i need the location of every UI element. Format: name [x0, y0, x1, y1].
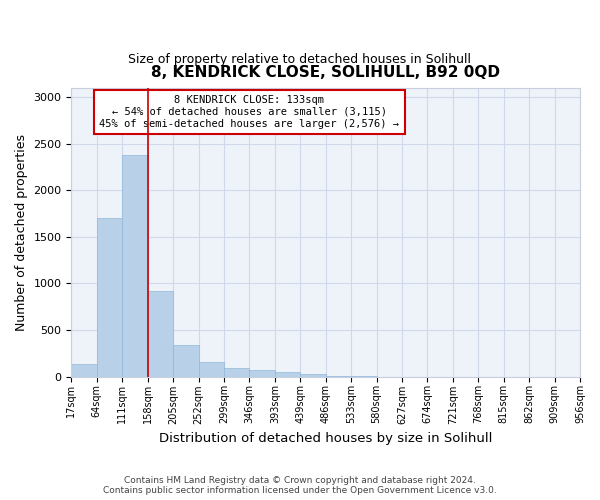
- Title: 8, KENDRICK CLOSE, SOLIHULL, B92 0QD: 8, KENDRICK CLOSE, SOLIHULL, B92 0QD: [151, 65, 500, 80]
- Bar: [122, 155, 148, 376]
- Bar: [250, 370, 275, 376]
- Bar: [224, 368, 250, 376]
- Bar: [71, 364, 97, 376]
- Text: 8 KENDRICK CLOSE: 133sqm
← 54% of detached houses are smaller (3,115)
45% of sem: 8 KENDRICK CLOSE: 133sqm ← 54% of detach…: [100, 96, 400, 128]
- Text: Contains HM Land Registry data © Crown copyright and database right 2024.
Contai: Contains HM Land Registry data © Crown c…: [103, 476, 497, 495]
- Y-axis label: Number of detached properties: Number of detached properties: [15, 134, 28, 331]
- Bar: [300, 374, 326, 376]
- Bar: [97, 218, 122, 376]
- Text: Size of property relative to detached houses in Solihull: Size of property relative to detached ho…: [128, 52, 472, 66]
- Bar: [199, 362, 224, 376]
- Bar: [148, 291, 173, 376]
- X-axis label: Distribution of detached houses by size in Solihull: Distribution of detached houses by size …: [159, 432, 493, 445]
- Bar: [275, 372, 300, 376]
- Bar: [173, 345, 199, 376]
